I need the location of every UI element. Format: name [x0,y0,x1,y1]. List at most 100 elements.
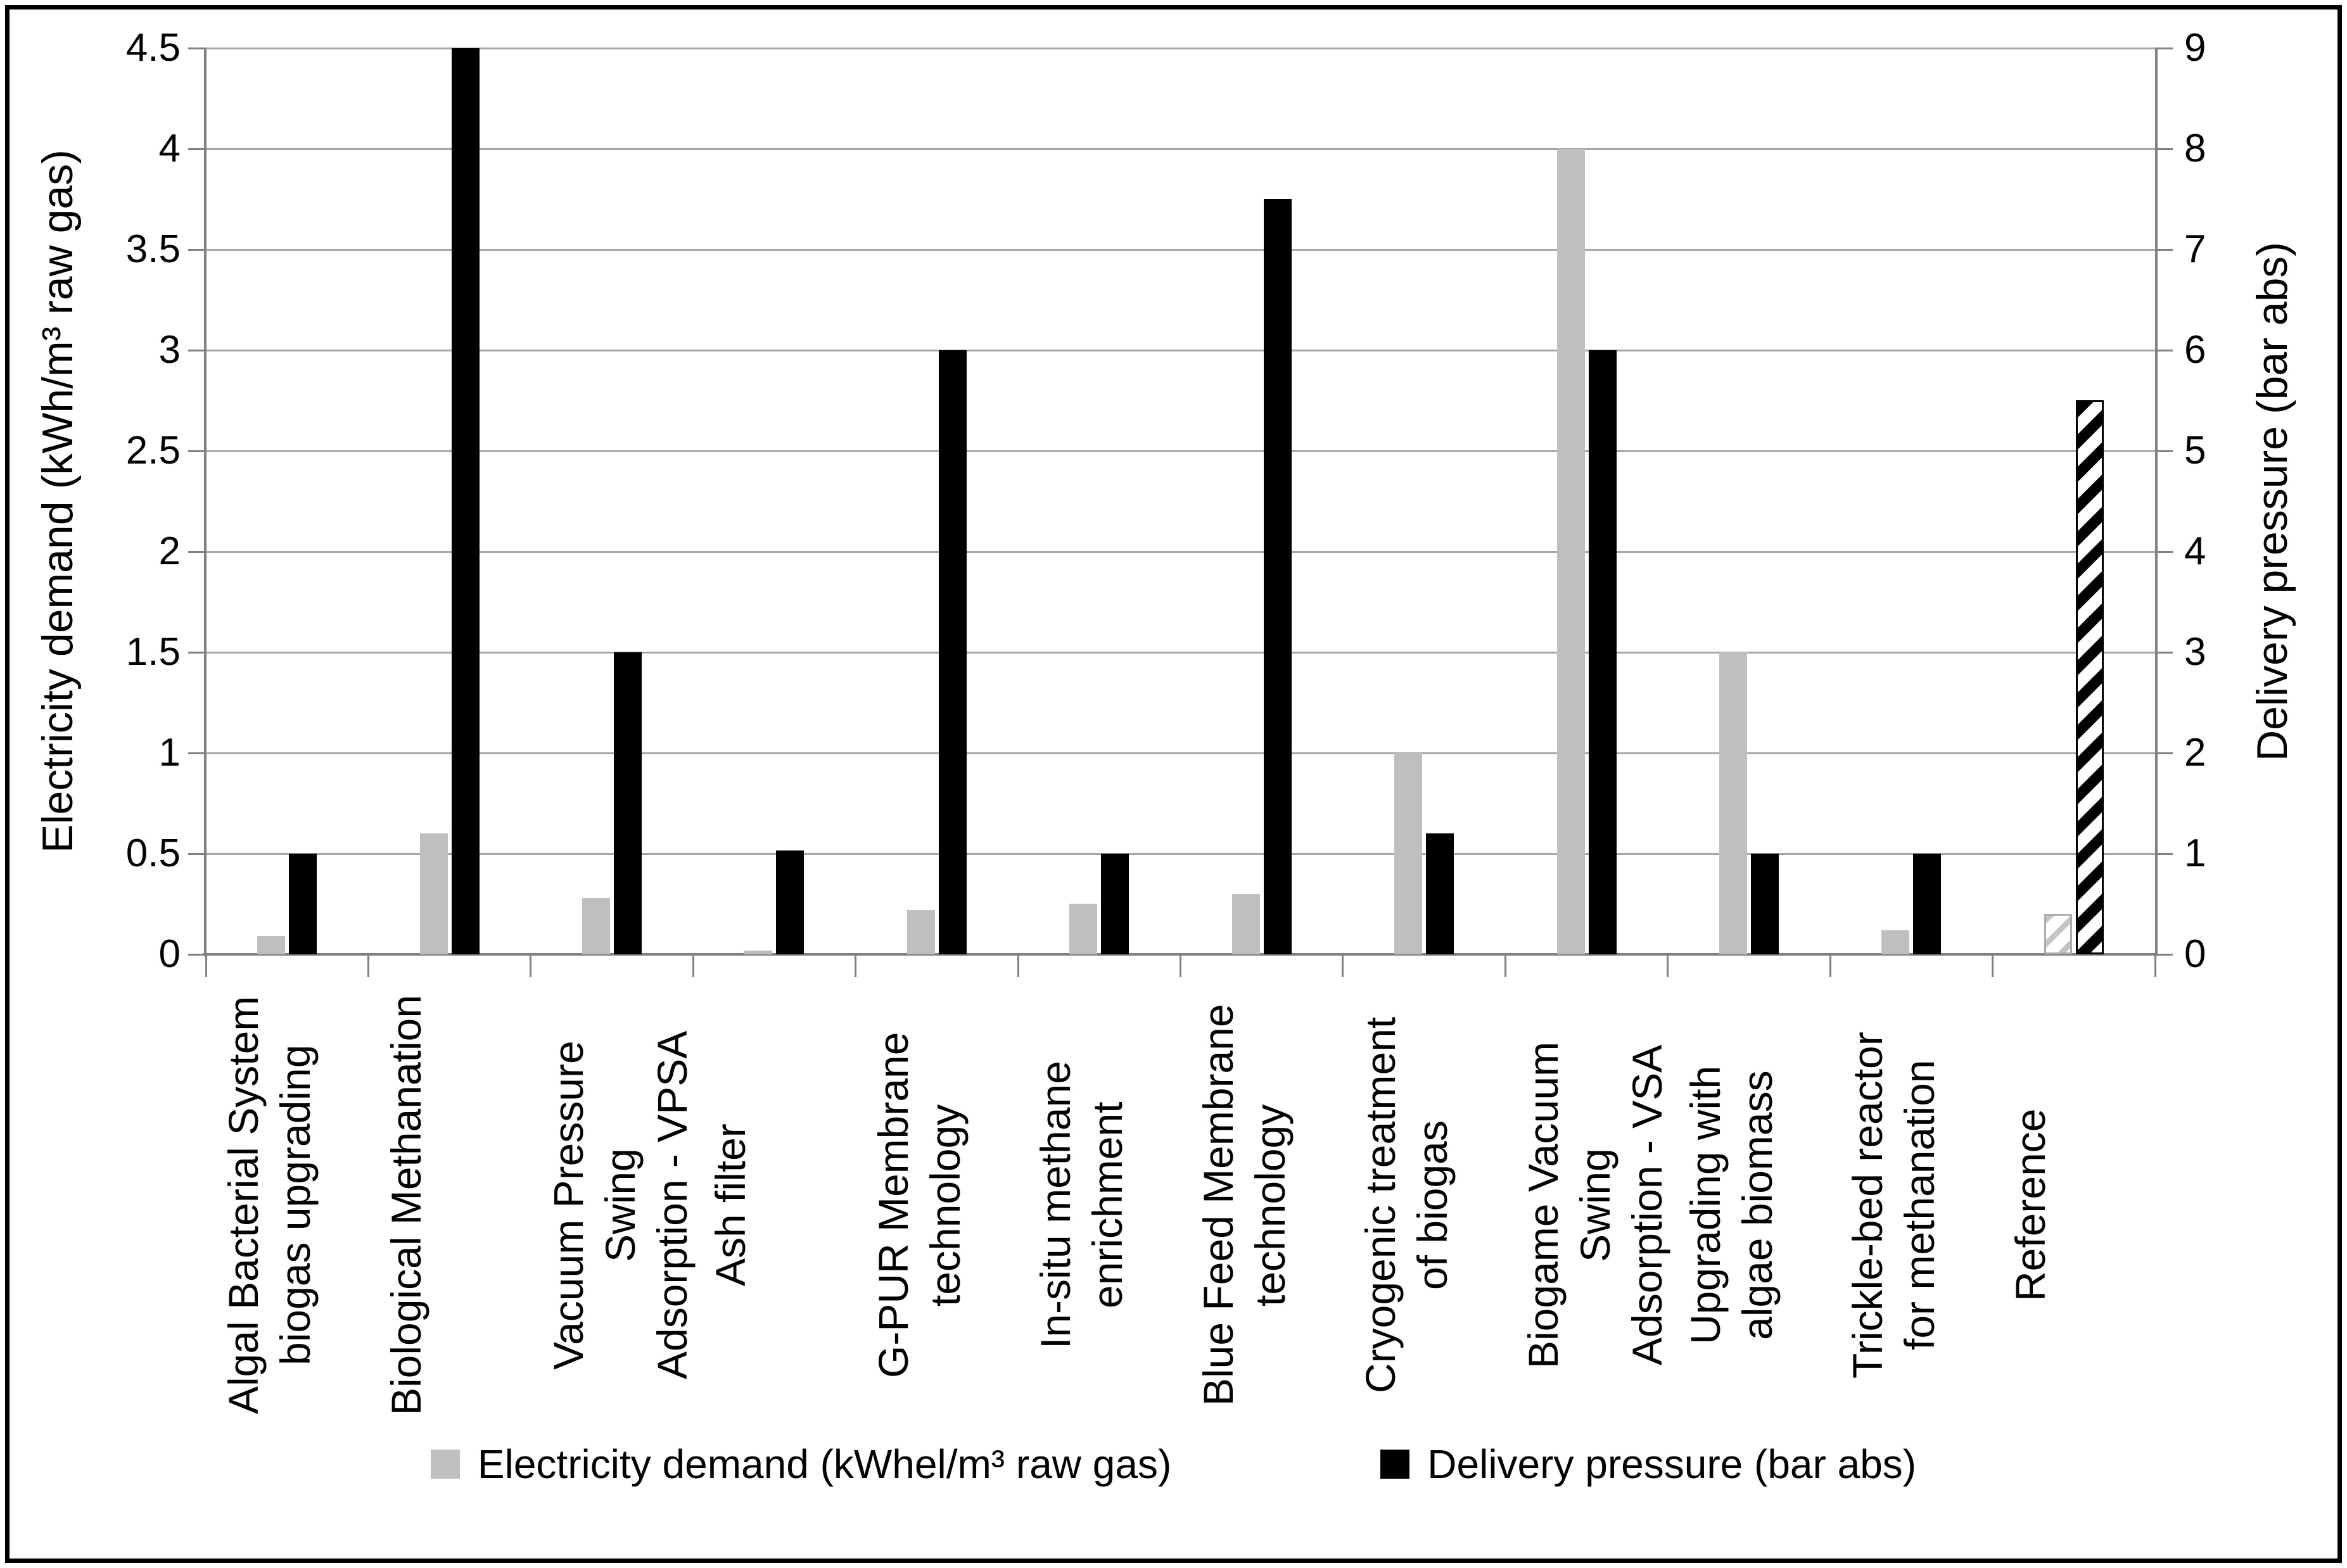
x-axis-tick [530,956,532,977]
right-axis-tick-label: 2 [2184,731,2206,775]
category-label: Upgrading with algae biomass [1681,1065,1781,1345]
x-axis-tick [855,956,857,977]
left-axis-tick [188,47,206,49]
gridline [206,248,2155,251]
x-axis-tick [1342,956,1344,977]
right-axis-tick-label: 1 [2184,831,2206,875]
left-axis-tick-label: 3.5 [125,227,181,271]
right-axis-tick-label: 4 [2184,529,2206,573]
delivery-pressure-bar [1913,854,1942,954]
left-axis-tick-label: 0.5 [125,831,181,875]
legend-item-electricity-demand: Electricity demand (kWhel/m³ raw gas) [430,1441,1172,1488]
right-axis-tick-label: 3 [2184,630,2206,674]
right-axis-tick-label: 9 [2184,26,2206,70]
delivery-pressure-bar [1750,854,1779,954]
category-label: Ash filter [707,1123,754,1287]
category-label: Biological Methanation [382,994,429,1416]
right-axis-tick [2155,248,2173,251]
delivery-pressure-bar [938,350,967,954]
electricity-demand-bar [1231,894,1260,954]
right-axis-title: Delivery pressure (bar abs) [2248,241,2296,761]
right-axis-tick [2155,752,2173,754]
left-axis-tick [188,651,206,654]
gridline [206,349,2155,351]
x-axis-tick [205,956,207,977]
right-axis-tick-label: 7 [2184,227,2206,271]
left-axis-tick [188,550,206,553]
x-axis-tick [1504,956,1506,977]
x-axis-tick [692,956,694,977]
gridline [206,752,2155,754]
left-axis-tick-label: 2 [158,529,181,573]
x-axis-tick [1017,956,1019,977]
left-axis-tick-label: 2.5 [125,429,181,472]
electricity-demand-bar [906,910,935,954]
legend-item-delivery-pressure: Delivery pressure (bar abs) [1380,1441,1916,1488]
electricity-demand-bar [582,898,611,954]
electricity-demand-bar [257,936,286,954]
left-axis-tick-label: 4 [158,127,181,170]
delivery-pressure-bar [2075,400,2104,954]
left-axis-tick [188,852,206,855]
category-label: Algal Bacterial System biogas upgrading [220,996,319,1415]
electricity-demand-swatch [430,1450,460,1479]
left-axis-tick-label: 1 [158,731,181,775]
category-label: Reference [2006,1108,2054,1302]
left-axis-tick-label: 4.5 [125,26,181,70]
category-label: Vacuum Pressure Swing Adsorption - VPSA [545,1030,696,1380]
electricity-demand-bar [419,833,448,954]
right-axis-tick [2155,852,2173,855]
gridline [206,47,2155,49]
delivery-pressure-bar [614,652,642,954]
right-axis-tick [2155,349,2173,351]
left-axis-tick-label: 1.5 [125,630,181,674]
delivery-pressure-swatch [1380,1450,1410,1479]
category-label: Cryogenic treatment of biogas [1357,1016,1456,1394]
category-label: In-situ methane enrichment [1032,1061,1131,1350]
delivery-pressure-bar [289,854,317,954]
right-axis-tick-label: 6 [2184,328,2206,372]
x-axis-line [203,953,2158,956]
x-axis-tick [1180,956,1181,977]
delivery-pressure-bar [1101,854,1129,954]
x-axis-tick [1992,956,1994,977]
left-axis-tick [188,349,206,351]
x-axis-tick [2154,956,2156,977]
right-axis-tick [2155,953,2173,956]
x-axis-tick [1829,956,1831,977]
electricity-demand-bar [744,951,773,954]
gridline [206,550,2155,553]
left-axis-tick [188,148,206,150]
right-axis-tick [2155,550,2173,553]
gridline [206,450,2155,452]
right-axis-tick-label: 8 [2184,127,2206,170]
electricity-demand-bar [1069,904,1098,954]
right-axis-line [2155,48,2158,956]
delivery-pressure-bar [776,850,805,954]
left-axis-line [204,48,207,956]
chart-legend: Electricity demand (kWhel/m³ raw gas) De… [0,1426,2347,1502]
delivery-pressure-bar [451,48,480,954]
right-axis-tick-label: 5 [2184,429,2206,472]
figure-frame [5,5,2342,1563]
gridline [206,852,2155,855]
legend-label-electricity-demand: Electricity demand (kWhel/m³ raw gas) [477,1441,1172,1487]
category-label: Trickle-bed reactor for methanation [1844,1032,1943,1379]
x-axis-tick [1667,956,1669,977]
left-axis-tick [188,953,206,956]
right-axis-tick [2155,450,2173,452]
category-label: G-PUR Membrane technology [869,1032,969,1379]
electricity-demand-bar [2044,914,2072,954]
left-axis-tick [188,248,206,251]
electricity-demand-bar [1394,753,1423,954]
electricity-demand-bar [1719,652,1747,954]
delivery-pressure-bar [1588,350,1617,954]
x-axis-tick [367,956,369,977]
electricity-demand-bar [1881,930,1910,954]
left-axis-tick [188,752,206,754]
left-axis-tick-label: 3 [158,328,181,372]
legend-label-delivery-pressure: Delivery pressure (bar abs) [1427,1441,1917,1487]
category-label: Biogame Vacuum Swing Adsorption - VSA [1519,1041,1670,1369]
delivery-pressure-bar [1426,833,1454,954]
